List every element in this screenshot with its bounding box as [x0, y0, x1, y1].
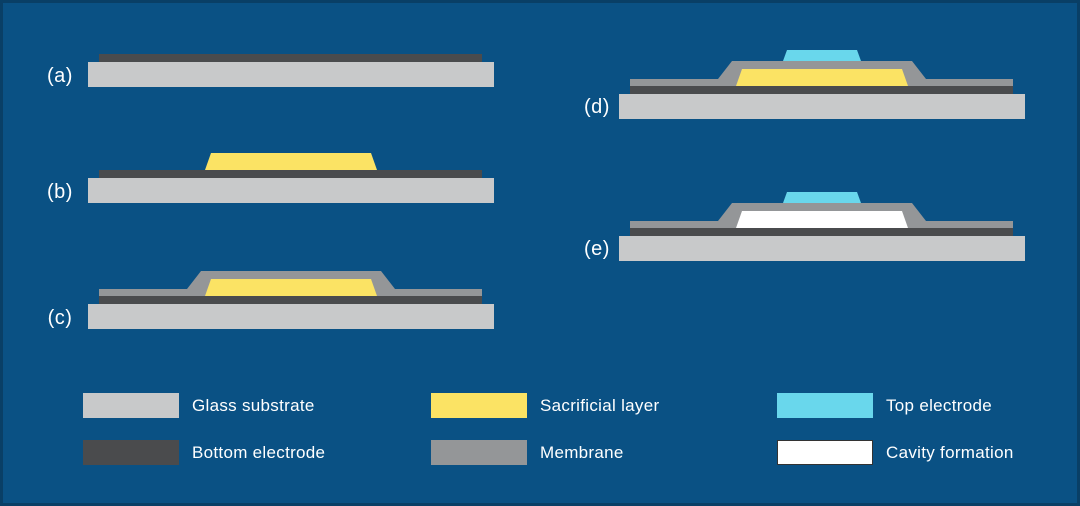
sacrificial-layer: [205, 279, 377, 296]
step-d-label: (d): [584, 96, 610, 118]
legend-label-glass-substrate: Glass substrate: [192, 395, 315, 415]
step-e-diagram: [619, 192, 1025, 261]
glass-substrate-layer: [88, 304, 494, 329]
step-d-diagram: [619, 50, 1025, 119]
bottom-electrode-layer: [99, 54, 482, 62]
legend-label-bottom-electrode: Bottom electrode: [192, 442, 326, 462]
step-b-diagram: [88, 153, 494, 203]
legend-label-sacrificial-layer: Sacrificial layer: [540, 395, 660, 415]
step-e-label: (e): [584, 238, 610, 260]
legend-item-membrane: Membrane: [431, 440, 624, 465]
sacrificial-layer: [736, 69, 908, 86]
step-b-label: (b): [47, 181, 73, 203]
bottom-electrode-layer: [630, 86, 1013, 94]
glass-substrate-layer: [88, 178, 494, 203]
legend-label-membrane: Membrane: [540, 442, 624, 462]
legend-swatch-bottom-electrode: [83, 440, 179, 465]
legend-swatch-membrane: [431, 440, 527, 465]
legend-label-cavity-formation: Cavity formation: [886, 442, 1014, 462]
step-c-diagram: [88, 271, 494, 329]
legend-item-cavity-formation: Cavity formation: [777, 440, 1014, 465]
top-electrode-layer: [783, 192, 861, 203]
legend-swatch-sacrificial-layer: [431, 393, 527, 418]
cavity-layer: [736, 211, 908, 228]
legend-swatch-glass-substrate: [83, 393, 179, 418]
glass-substrate-layer: [619, 236, 1025, 261]
bottom-electrode-layer: [99, 170, 482, 178]
step-c-label: (c): [47, 307, 73, 329]
legend-item-bottom-electrode: Bottom electrode: [83, 440, 325, 465]
bottom-electrode-layer: [99, 296, 482, 304]
legend-swatch-cavity-formation: [777, 440, 873, 465]
legend-swatch-top-electrode: [777, 393, 873, 418]
sacrificial-layer: [205, 153, 377, 170]
legend-label-top-electrode: Top electrode: [886, 395, 992, 415]
bottom-electrode-layer: [630, 228, 1013, 236]
legend-item-glass-substrate: Glass substrate: [83, 393, 315, 418]
step-a-label: (a): [47, 65, 73, 87]
glass-substrate-layer: [619, 94, 1025, 119]
step-a-diagram: [88, 54, 494, 87]
top-electrode-layer: [783, 50, 861, 61]
legend-item-top-electrode: Top electrode: [777, 393, 992, 418]
legend-item-sacrificial-layer: Sacrificial layer: [431, 393, 659, 418]
glass-substrate-layer: [88, 62, 494, 87]
